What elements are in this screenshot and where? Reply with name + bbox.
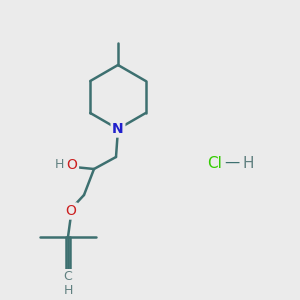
Text: H: H xyxy=(242,155,254,170)
Text: —: — xyxy=(224,154,240,169)
Text: O: O xyxy=(66,204,76,218)
Text: O: O xyxy=(67,158,77,172)
Text: C: C xyxy=(64,271,72,284)
Text: H: H xyxy=(54,158,64,172)
Text: N: N xyxy=(112,122,124,136)
Text: Cl: Cl xyxy=(208,155,222,170)
Text: H: H xyxy=(63,284,73,298)
